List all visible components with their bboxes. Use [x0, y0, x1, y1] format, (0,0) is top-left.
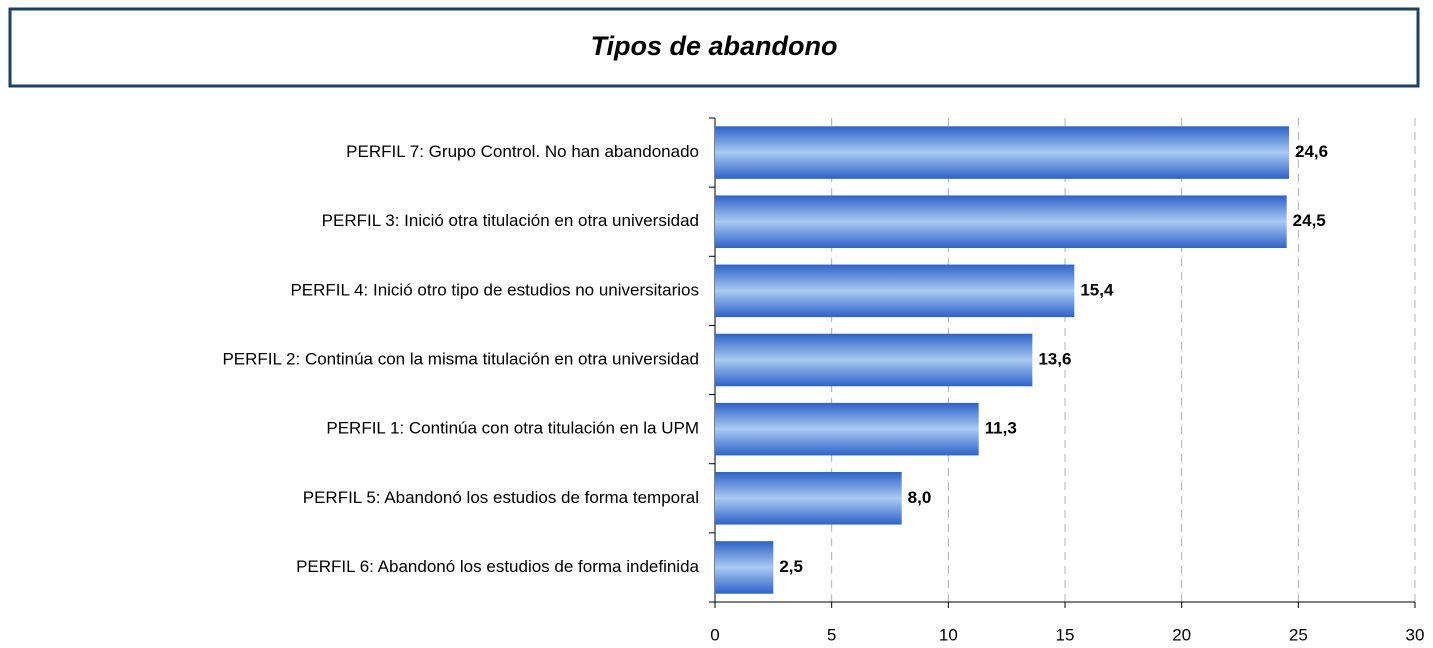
x-tick-label: 15 — [1056, 625, 1075, 644]
y-tick-label: PERFIL 5: Abandonó los estudios de forma… — [303, 488, 699, 507]
bar — [715, 264, 1075, 318]
value-label: 24,5 — [1293, 211, 1326, 230]
x-tick-label: 25 — [1289, 625, 1308, 644]
y-tick-label: PERFIL 4: Inició otro tipo de estudios n… — [290, 280, 699, 299]
value-label: 8,0 — [908, 488, 932, 507]
bar — [715, 333, 1033, 387]
bar — [715, 126, 1289, 179]
title-box — [8, 7, 1420, 88]
bar — [715, 541, 774, 594]
y-tick-label: PERFIL 1: Continúa con otra titulación e… — [326, 419, 699, 438]
value-label: 13,6 — [1038, 349, 1071, 368]
value-label: 11,3 — [985, 419, 1017, 438]
x-tick-label: 20 — [1172, 625, 1191, 644]
value-label: 2,5 — [779, 557, 803, 576]
x-tick-label: 10 — [939, 625, 958, 644]
bar — [715, 195, 1287, 248]
value-label: 24,6 — [1295, 142, 1328, 161]
value-label: 15,4 — [1080, 280, 1114, 299]
y-tick-label: PERFIL 3: Inició otra titulación en otra… — [322, 211, 699, 230]
chart-title: Tipos de abandono — [590, 31, 837, 61]
x-tick-label: 0 — [710, 625, 719, 644]
y-tick-label: PERFIL 2: Continúa con la misma titulaci… — [222, 349, 699, 368]
bar — [715, 402, 979, 456]
y-tick-label: PERFIL 6: Abandonó los estudios de forma… — [296, 557, 699, 576]
y-tick-label: PERFIL 7: Grupo Control. No han abandona… — [346, 142, 699, 161]
x-tick-label: 30 — [1406, 625, 1425, 644]
bar — [715, 472, 902, 525]
x-tick-label: 5 — [827, 625, 836, 644]
